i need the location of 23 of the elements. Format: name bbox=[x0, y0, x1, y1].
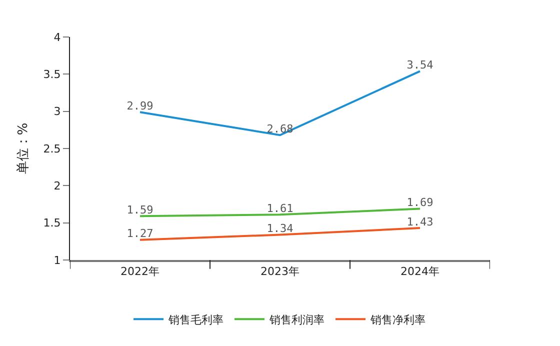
legend-label: 销售利润率 bbox=[268, 313, 324, 326]
data-label: 1.34 bbox=[266, 222, 294, 235]
data-label: 1.69 bbox=[406, 196, 434, 209]
data-label: 1.27 bbox=[126, 227, 154, 240]
y-axis-title: 单位：% bbox=[16, 122, 32, 174]
y-tick-label: 1 bbox=[54, 254, 61, 267]
x-tick-label: 2023年 bbox=[260, 265, 300, 278]
data-label: 1.61 bbox=[266, 202, 294, 215]
data-label: 2.68 bbox=[266, 122, 294, 136]
x-tick-label: 2024年 bbox=[400, 265, 440, 278]
x-tick-label: 2022年 bbox=[120, 265, 160, 278]
data-label: 1.43 bbox=[406, 215, 434, 228]
data-label: 2.99 bbox=[126, 99, 154, 112]
legend-label: 销售净利率 bbox=[370, 313, 426, 326]
y-tick-label: 2 bbox=[54, 180, 61, 193]
y-tick-label: 4 bbox=[54, 30, 61, 44]
y-tick-label: 3.5 bbox=[43, 68, 61, 82]
y-tick-label: 3 bbox=[54, 105, 61, 118]
legend-label: 销售毛利率 bbox=[168, 313, 224, 326]
data-label: 3.54 bbox=[406, 58, 434, 72]
data-label: 1.59 bbox=[126, 203, 154, 216]
y-tick-label: 1.5 bbox=[43, 216, 61, 230]
y-tick-label: 2.5 bbox=[43, 142, 61, 156]
